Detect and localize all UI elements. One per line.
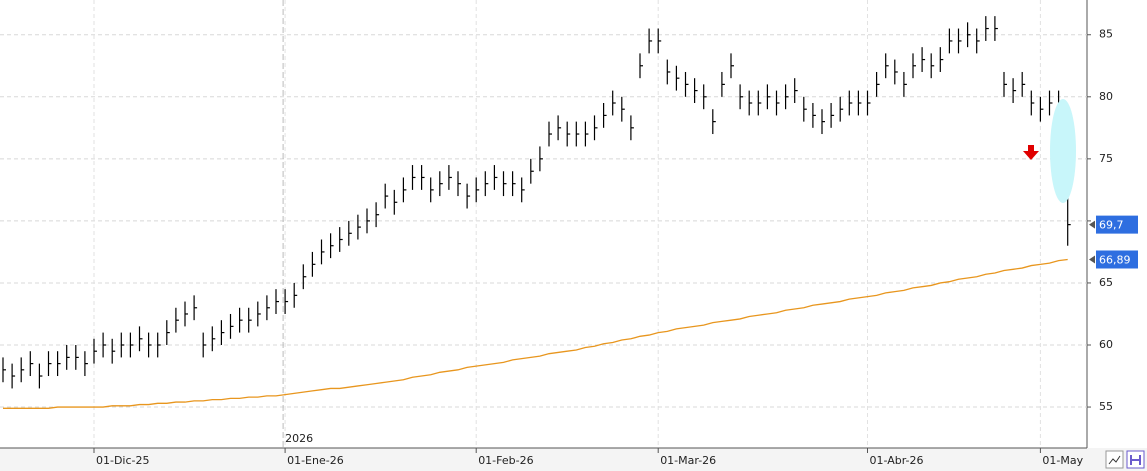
axis: 5560657075808501-Dic-2501-Ene-2601-Feb-2… (93, 28, 1138, 467)
y-tick-label: 55 (1099, 400, 1113, 413)
price-marker-label: 66,89 (1099, 253, 1131, 266)
y-tick-label: 75 (1099, 152, 1113, 165)
year-label: 2026 (285, 432, 313, 445)
price-marker-pointer (1089, 220, 1095, 229)
down-arrow (1023, 145, 1039, 160)
x-axis-band (0, 448, 1147, 471)
y-tick-label: 85 (1099, 28, 1113, 41)
price-marker (1096, 250, 1138, 269)
icon-button[interactable] (1105, 450, 1124, 469)
moving-average (3, 258, 1068, 409)
grid (0, 0, 1087, 448)
y-tick-label: 60 (1099, 338, 1113, 351)
plot (2, 16, 1071, 409)
y-tick-label: 65 (1099, 276, 1113, 289)
icon-glyph (1130, 455, 1141, 465)
highlight-ellipse (1050, 99, 1076, 203)
x-tick-label: 01-Abr-26 (870, 454, 924, 467)
price-marker (1096, 215, 1138, 234)
y-tick-label: 80 (1099, 90, 1113, 103)
icon-glyph (1108, 455, 1121, 465)
x-tick-label: 01-May (1042, 454, 1083, 467)
x-tick-label: 01-Feb-26 (478, 454, 533, 467)
x-tick-label: 01-Dic-25 (96, 454, 150, 467)
price-marker-label: 69,7 (1099, 219, 1124, 232)
x-tick-label: 01-Ene-26 (287, 454, 344, 467)
price-marker-pointer (1089, 255, 1095, 264)
x-tick-label: 01-Mar-26 (660, 454, 716, 467)
